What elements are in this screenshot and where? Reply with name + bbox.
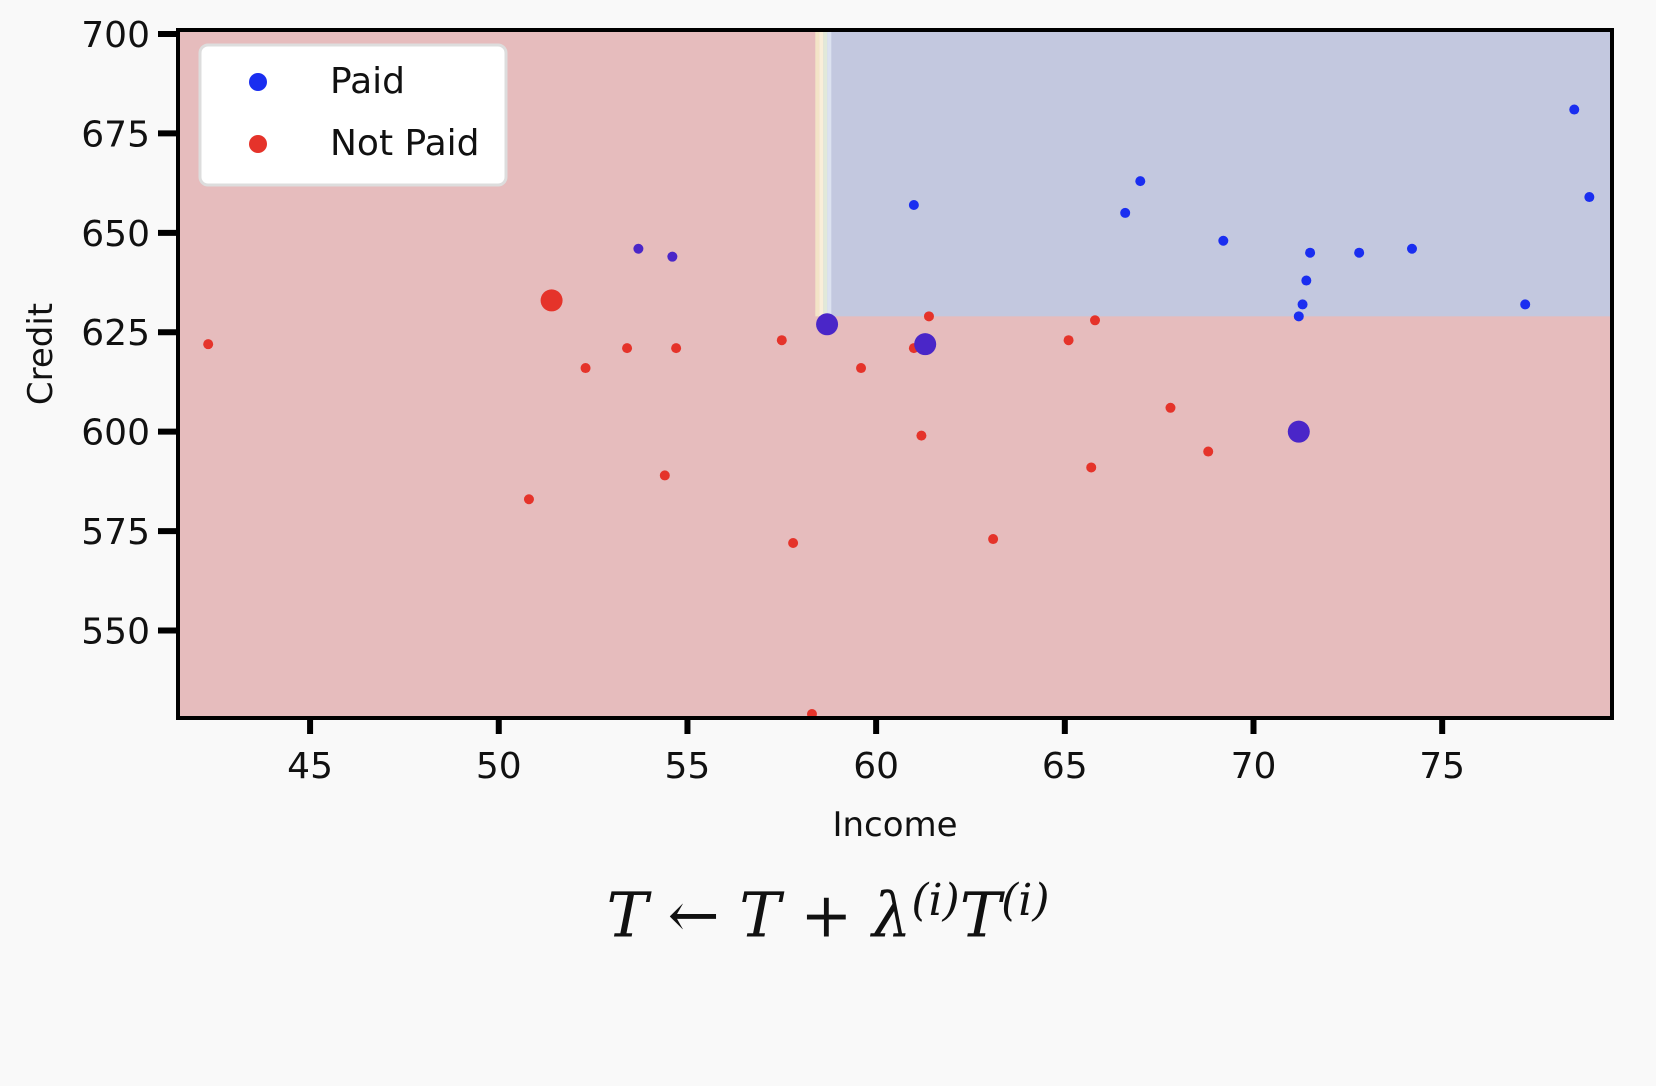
- y-tick-label: 575: [81, 512, 150, 553]
- point-paid: [1120, 207, 1131, 218]
- region-boundary-strip: [827, 30, 832, 317]
- y-axis-label: Credit: [21, 303, 61, 405]
- point-highlighted: [914, 333, 937, 356]
- legend-label-not-paid: Not Paid: [330, 123, 480, 164]
- point-paid: [1305, 247, 1316, 258]
- x-tick-label: 60: [853, 746, 899, 787]
- axis-ticks: 45 50 55 60 65 70 75 550 575 600 625 650 675 700: [81, 15, 1465, 787]
- formula-superscript-1: (i): [911, 875, 960, 926]
- point-paid: [908, 199, 919, 210]
- point-not-paid: [916, 430, 927, 441]
- axes-border: [176, 28, 1614, 720]
- point-not-paid: [856, 363, 867, 374]
- point-not-paid: [1203, 446, 1214, 457]
- point-paid: [1584, 192, 1595, 203]
- formula-rhs-term: T: [739, 878, 781, 952]
- point-not-paid: [1086, 462, 1097, 473]
- x-tick-label: 55: [665, 746, 711, 787]
- point-paid: [1406, 243, 1417, 254]
- y-tick-label: 675: [81, 114, 150, 155]
- point-not-paid: [988, 534, 999, 545]
- legend: Paid Not Paid: [198, 43, 508, 187]
- y-tick-label: 625: [81, 313, 150, 354]
- point-not-paid: [523, 494, 534, 505]
- plot-frame: [176, 28, 1614, 720]
- formula-superscript-2: (i): [1001, 875, 1050, 926]
- point-not-paid: [1165, 402, 1176, 413]
- point-highlighted: [540, 289, 563, 312]
- legend-marker-not-paid: [249, 135, 267, 153]
- point-highlighted: [816, 313, 839, 336]
- point-not-paid: [788, 538, 799, 549]
- formula-plus: +: [800, 878, 853, 952]
- point-paid: [1301, 275, 1312, 286]
- point-not-paid: [659, 470, 670, 481]
- point-not-paid: [776, 335, 787, 346]
- formula-lambda: λ: [872, 878, 912, 952]
- y-tick-label: 700: [81, 15, 150, 56]
- x-tick-label: 45: [287, 746, 333, 787]
- y-tick-label: 600: [81, 413, 150, 454]
- y-tick-label: 550: [81, 612, 150, 653]
- point-highlighted: [667, 251, 678, 262]
- point-paid: [1354, 247, 1365, 258]
- point-not-paid: [923, 311, 934, 322]
- plot-area: [178, 30, 1612, 718]
- legend-marker-paid: [249, 73, 267, 91]
- point-not-paid: [622, 343, 633, 354]
- point-highlighted: [1287, 420, 1310, 443]
- point-paid: [1520, 299, 1531, 310]
- formula-lhs: T: [606, 878, 648, 952]
- region-boundary-strip: [815, 30, 820, 317]
- x-tick-label: 65: [1042, 746, 1088, 787]
- point-not-paid: [203, 339, 214, 350]
- x-axis-label: Income: [832, 805, 957, 845]
- formula-arrow: ←: [667, 878, 720, 952]
- legend-label-paid: Paid: [330, 61, 405, 102]
- legend-box: [198, 43, 508, 187]
- point-paid: [1297, 299, 1308, 310]
- update-formula: T ← T + λ(i)T(i): [0, 875, 1656, 952]
- region-paid: [823, 30, 1612, 317]
- point-paid: [1569, 104, 1580, 115]
- point-paid: [1218, 235, 1229, 246]
- formula-t2: T: [959, 878, 1002, 952]
- region-boundary-strip: [823, 30, 828, 317]
- point-not-paid: [1063, 335, 1074, 346]
- point-not-paid: [580, 363, 591, 374]
- point-highlighted: [633, 243, 644, 254]
- point-not-paid: [1090, 315, 1101, 326]
- region-boundary-strip: [819, 30, 824, 317]
- y-tick-label: 650: [81, 214, 150, 255]
- x-tick-label: 50: [476, 746, 522, 787]
- data-points: [203, 104, 1595, 720]
- point-paid: [1293, 311, 1304, 322]
- x-tick-label: 70: [1231, 746, 1277, 787]
- scatter-chart: 45 50 55 60 65 70 75 550 575 600 625 650 675 700 Inco…: [21, 15, 1614, 845]
- point-not-paid: [671, 343, 682, 354]
- point-paid: [1135, 176, 1146, 187]
- x-tick-label: 75: [1419, 746, 1465, 787]
